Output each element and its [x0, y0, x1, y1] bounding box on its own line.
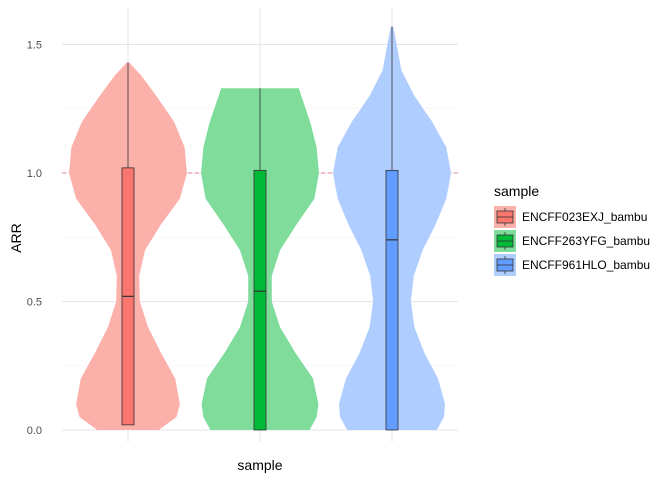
legend-label: ENCFF961HLO_bambu [522, 258, 650, 272]
legend-items: ENCFF023EXJ_bambu ENCFF263YFG_bambu ENCFF9… [494, 206, 650, 276]
legend: sample ENCFF023EXJ_bambu ENCFF263YFG_bamb… [494, 183, 650, 276]
y-tick-label: 0.5 [27, 297, 42, 309]
box-ENCFF961HLO_bambu [385, 170, 399, 431]
legend-label: ENCFF263YFG_bambu [522, 234, 650, 248]
y-tick-label: 1.5 [27, 40, 42, 52]
y-tick-label: 1.0 [27, 168, 42, 180]
legend-label: ENCFF023EXJ_bambu [522, 210, 647, 224]
box-ENCFF263YFG_bambu [253, 170, 267, 431]
x-axis-title: sample [237, 457, 282, 473]
boxplots [121, 26, 399, 431]
y-tick-labels: 0.0 0.5 1.0 1.5 [27, 40, 42, 438]
y-tick-label: 0.0 [27, 425, 42, 437]
y-axis-title: ARR [8, 223, 24, 253]
legend-title: sample [494, 183, 539, 199]
